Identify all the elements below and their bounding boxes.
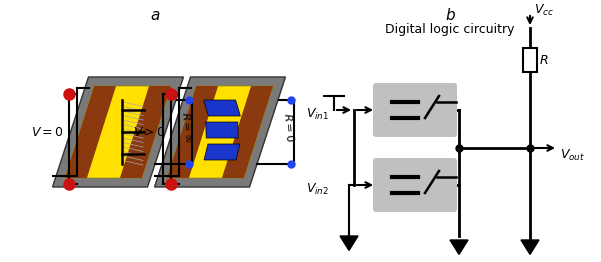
- Text: $V_{cc}$: $V_{cc}$: [534, 2, 554, 18]
- Text: $V_{in2}$: $V_{in2}$: [306, 182, 329, 196]
- Bar: [523, 48, 537, 72]
- Polygon shape: [167, 86, 218, 178]
- Polygon shape: [204, 144, 240, 160]
- Polygon shape: [340, 236, 358, 250]
- Text: Digital logic circuitry: Digital logic circuitry: [385, 23, 514, 36]
- Polygon shape: [120, 86, 171, 178]
- Text: a: a: [150, 8, 160, 23]
- FancyBboxPatch shape: [373, 158, 457, 212]
- Text: $R = 0$: $R = 0$: [282, 112, 297, 142]
- Polygon shape: [450, 240, 468, 254]
- Polygon shape: [206, 122, 238, 138]
- Polygon shape: [52, 77, 183, 187]
- Text: $V > 0$: $V > 0$: [133, 125, 166, 139]
- Text: $R = \infty$: $R = \infty$: [180, 111, 195, 143]
- Polygon shape: [521, 240, 539, 254]
- Polygon shape: [167, 86, 273, 178]
- Text: $R$: $R$: [539, 53, 549, 67]
- Polygon shape: [65, 86, 116, 178]
- Polygon shape: [65, 86, 171, 178]
- Text: b: b: [445, 8, 455, 23]
- Text: $V = 0$: $V = 0$: [31, 125, 64, 139]
- Text: $V_{out}$: $V_{out}$: [560, 148, 585, 162]
- FancyBboxPatch shape: [373, 83, 457, 137]
- Polygon shape: [222, 86, 273, 178]
- Text: $V_{in1}$: $V_{in1}$: [306, 106, 329, 122]
- Polygon shape: [154, 77, 285, 187]
- Polygon shape: [204, 100, 240, 116]
